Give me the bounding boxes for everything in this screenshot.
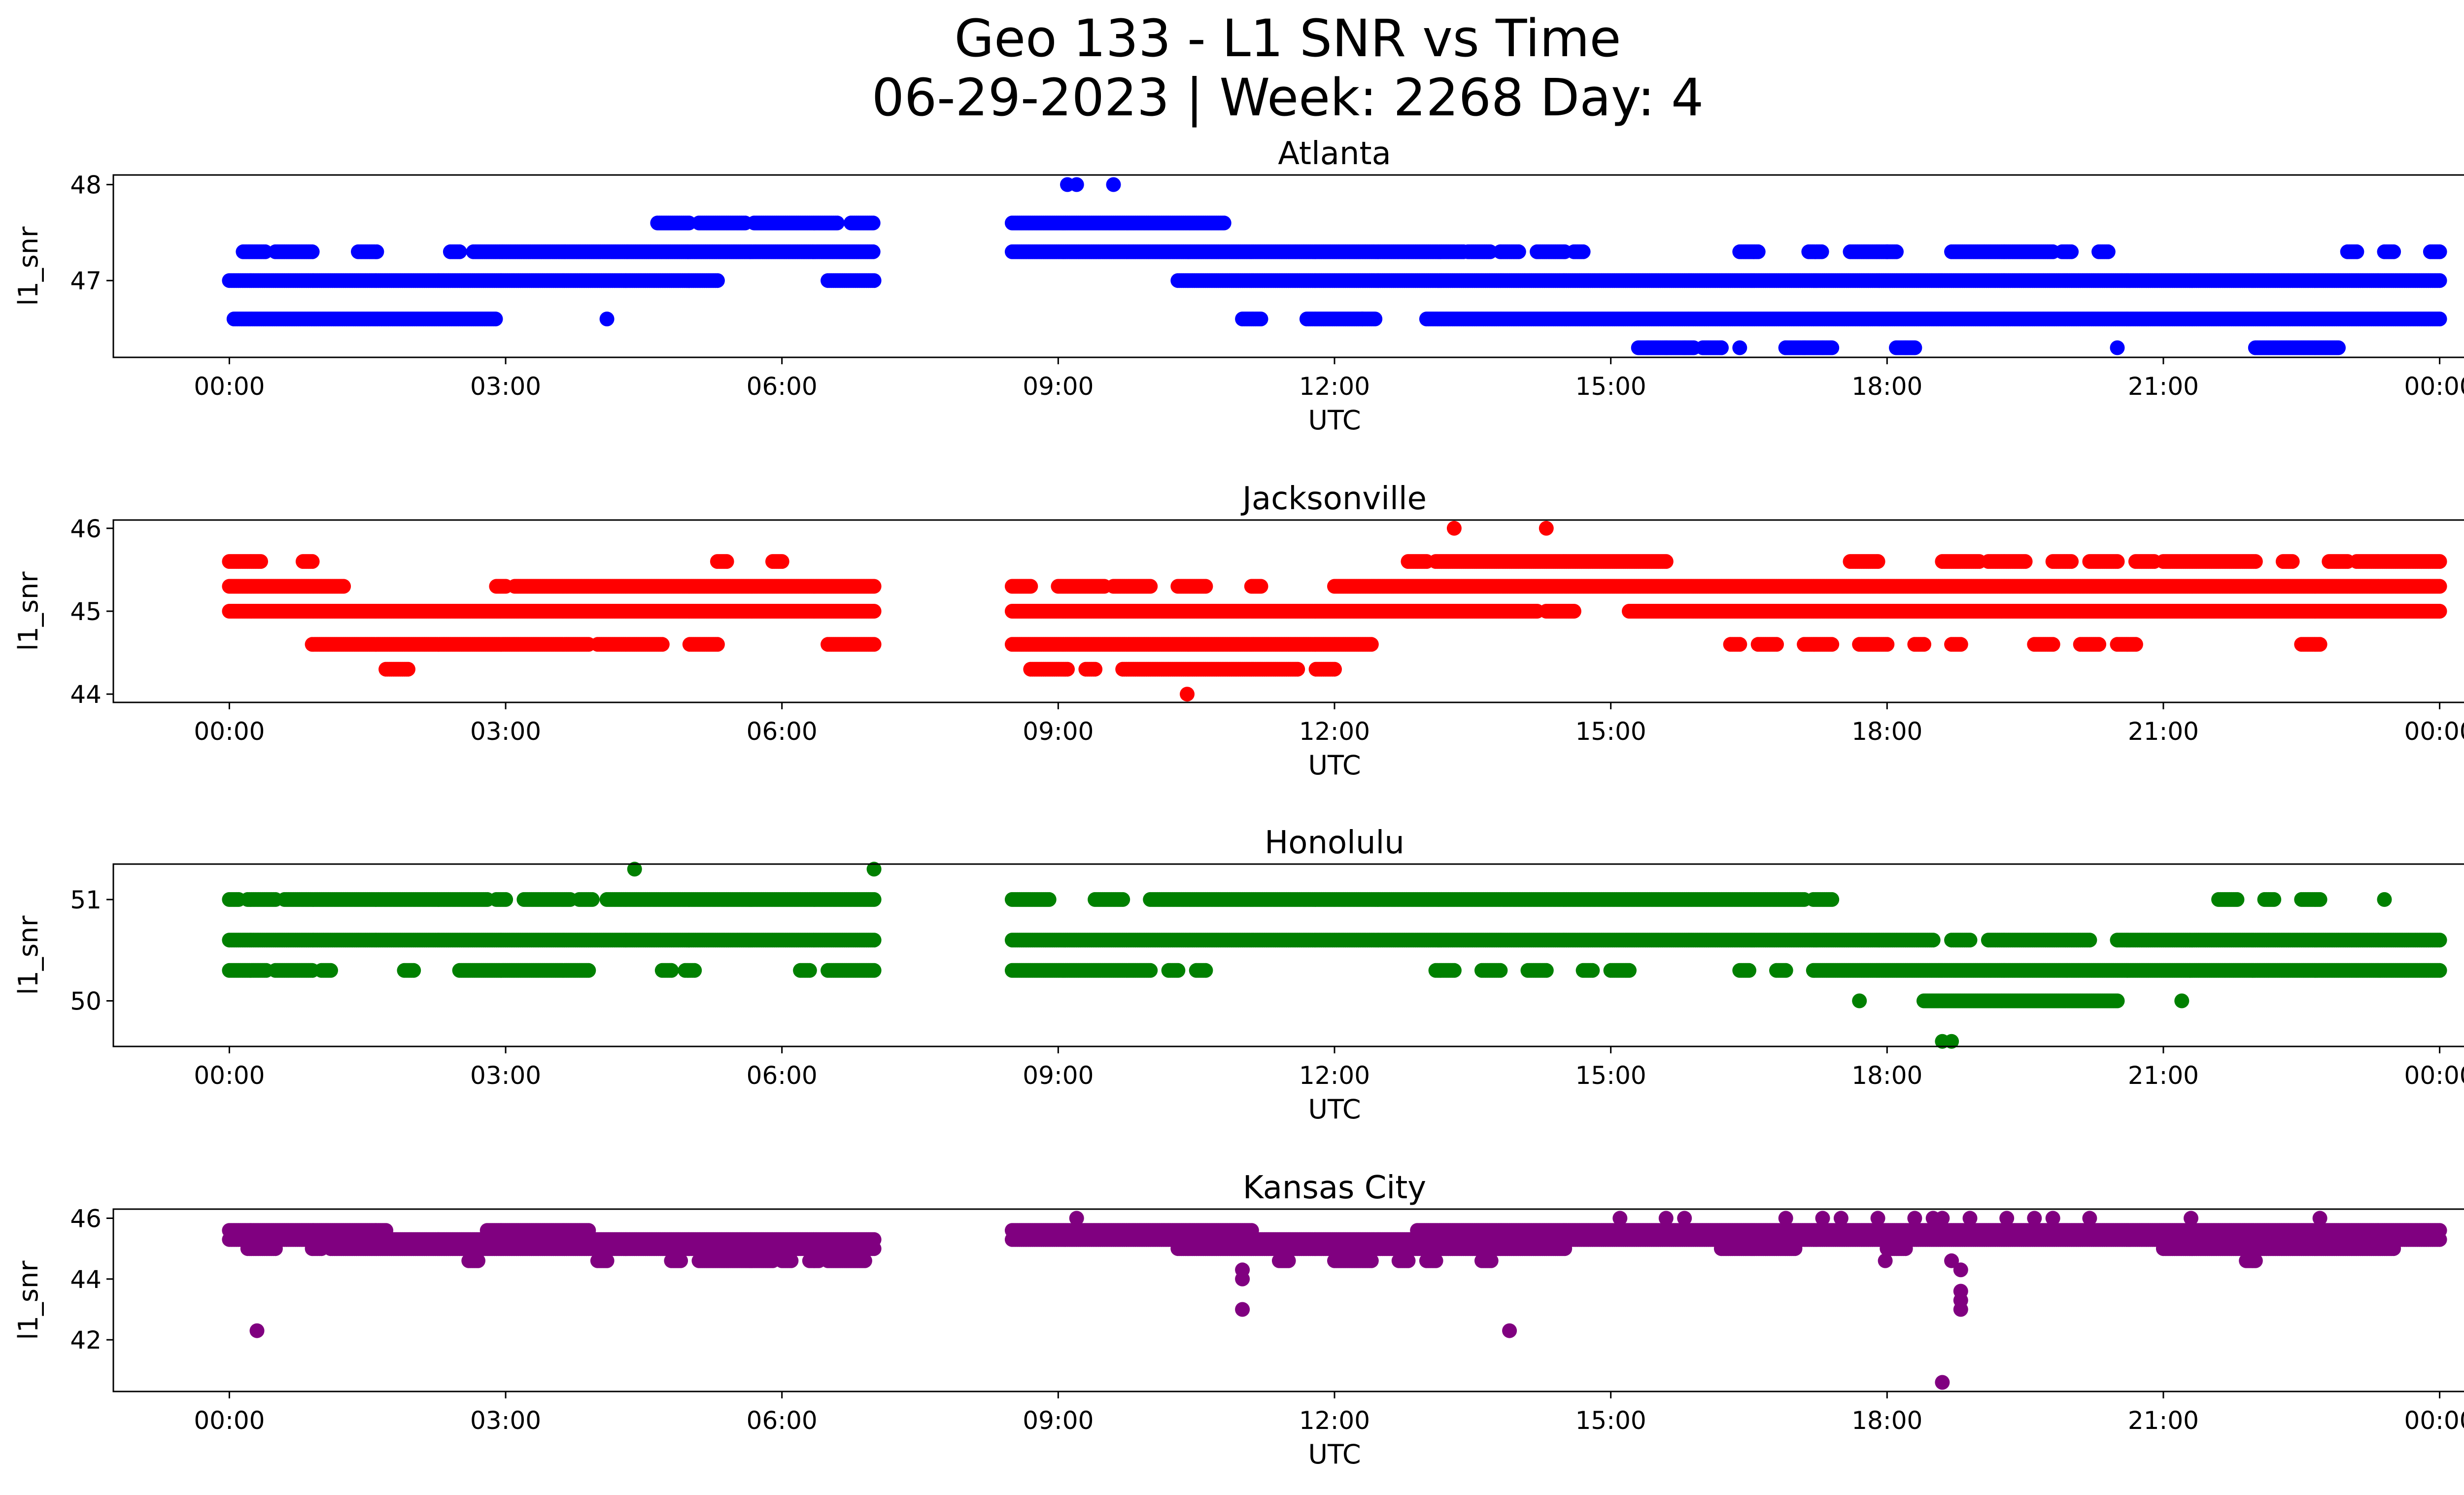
data-point (2110, 554, 2125, 569)
data-point (305, 244, 320, 259)
data-point (1069, 177, 1084, 192)
data-point (369, 244, 384, 259)
figure-title-line1: Geo 133 - L1 SNR vs Time (954, 8, 1621, 69)
data-point (1658, 340, 1674, 355)
scatter-points (222, 177, 2447, 355)
data-point (336, 579, 351, 594)
data-point (1253, 579, 1268, 594)
data-point (866, 273, 882, 288)
data-point (865, 215, 881, 231)
data-point (2432, 554, 2447, 569)
x-tick-label: 12:00 (1299, 372, 1370, 401)
data-point (1713, 340, 1729, 355)
subplot-title: Atlanta (1278, 136, 1391, 172)
data-point (2100, 244, 2116, 259)
data-point (1778, 340, 1793, 355)
data-point (1889, 244, 1904, 259)
data-point (1023, 579, 1038, 594)
data-point (2248, 554, 2263, 569)
data-point (710, 273, 725, 288)
data-point (1575, 244, 1591, 259)
subplot-title: Jacksonville (1240, 481, 1427, 517)
data-point (1870, 554, 1885, 569)
axes-frame (112, 174, 2464, 358)
data-point (253, 554, 268, 569)
data-point (1511, 244, 1526, 259)
data-point (1898, 340, 1913, 355)
data-point (774, 554, 789, 569)
data-point (1198, 579, 1213, 594)
data-point (2349, 244, 2364, 259)
x-tick-label: 00:00 (194, 372, 265, 401)
data-point (1677, 340, 1692, 355)
x-tick-label: 09:00 (1023, 372, 1094, 401)
data-point (1732, 340, 1747, 355)
data-point (2432, 579, 2447, 594)
data-point (1815, 340, 1830, 355)
data-point (599, 312, 615, 327)
data-point (1253, 312, 1268, 327)
y-tick-label: 48 (70, 171, 102, 199)
x-axis-label: UTC (1308, 405, 1361, 436)
data-point (866, 604, 882, 619)
data-point (1814, 244, 1829, 259)
subplot-atlanta: Atlanta 00:00 03:00 06:00 09:00 12:00 15:00 18:… (13, 136, 2464, 436)
data-point (866, 579, 882, 594)
data-point (2432, 273, 2447, 288)
data-point (2432, 244, 2447, 259)
data-point (1640, 340, 1655, 355)
data-point (452, 244, 467, 259)
data-point (719, 554, 734, 569)
y-tick-label: 47 (70, 267, 102, 295)
figure-title: Geo 133 - L1 SNR vs Time 06-29-2023 | We… (0, 9, 2464, 127)
x-tick-label: 15:00 (1575, 372, 1646, 401)
x-tick-label: 06:00 (747, 372, 818, 401)
x-tick-label: 18:00 (1851, 372, 1922, 401)
data-point (865, 244, 881, 259)
data-point (2018, 554, 2033, 569)
data-point (1106, 177, 1121, 192)
x-tick-label: 03:00 (470, 372, 541, 401)
data-point (2064, 554, 2079, 569)
data-point (488, 312, 503, 327)
data-point (1658, 554, 1674, 569)
data-point (2386, 244, 2401, 259)
data-point (305, 554, 320, 569)
figure-title-line2: 06-29-2023 | Week: 2268 Day: 4 (871, 68, 1704, 128)
data-point (2432, 312, 2447, 327)
data-point (1216, 215, 1232, 231)
scatter-points (222, 521, 2447, 702)
data-point (2110, 340, 2125, 355)
data-point (258, 244, 273, 259)
x-tick-label: 21:00 (2128, 372, 2199, 401)
data-point (1797, 340, 1812, 355)
data-point (1143, 579, 1158, 594)
data-point (682, 215, 696, 231)
x-tick-label: 00:00 (2404, 372, 2464, 401)
data-point (2064, 244, 2079, 259)
data-point (1368, 312, 1383, 327)
data-point (1750, 244, 1766, 259)
data-point (2285, 554, 2300, 569)
data-point (1482, 244, 1498, 259)
data-point (829, 215, 845, 231)
data-point (1566, 604, 1581, 619)
y-axis-label: l1_snr (13, 226, 44, 306)
data-point (2331, 340, 2346, 355)
